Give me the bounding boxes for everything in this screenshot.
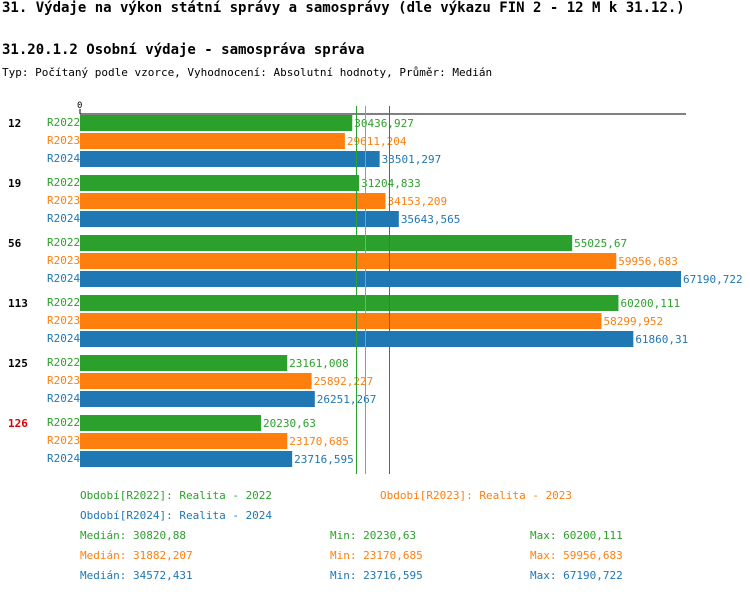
bar-value-label: 20230,63 [263, 417, 316, 430]
bar-value-label: 23161,008 [289, 357, 349, 370]
stat-median-r2023: Medián: 31882,207 [80, 549, 193, 562]
category-label: 126 [8, 417, 28, 430]
bar-value-label: 55025,67 [574, 237, 627, 250]
bar [80, 391, 315, 407]
series-label: R2022 [47, 416, 80, 429]
bar [80, 373, 312, 389]
stat-median-r2022: Medián: 30820,88 [80, 529, 186, 542]
bar [80, 433, 288, 449]
bar-value-label: 61860,31 [635, 333, 688, 346]
stat-max-r2023: Max: 59956,683 [530, 549, 623, 562]
stat-min-r2022: Min: 20230,63 [330, 529, 417, 542]
category-label: 19 [8, 177, 21, 190]
category-label: 56 [8, 237, 22, 250]
legend-period-r2022: Období[R2022]: Realita - 2022 [80, 489, 273, 502]
series-label: R2023 [47, 434, 80, 447]
stat-median-r2024: Medián: 34572,431 [80, 569, 193, 582]
bar [80, 193, 386, 209]
bar [80, 415, 261, 431]
legend-period-r2023: Období[R2023]: Realita - 2023 [380, 489, 573, 502]
bar [80, 115, 353, 131]
series-label: R2023 [47, 134, 80, 147]
chart-title: 31. Výdaje na výkon státní správy a samo… [2, 0, 685, 16]
stat-min-r2023: Min: 23170,685 [330, 549, 423, 562]
series-label: R2022 [47, 356, 80, 369]
bar-value-label: 35643,565 [401, 213, 461, 226]
bar [80, 253, 617, 269]
series-label: R2024 [47, 272, 80, 285]
x-axis-tick-label: 0 [77, 101, 82, 111]
bar-value-label: 29611,204 [347, 135, 407, 148]
series-label: R2024 [47, 212, 80, 225]
series-label: R2023 [47, 374, 80, 387]
stat-max-r2022: Max: 60200,111 [530, 529, 623, 542]
bar [80, 151, 380, 167]
bar-value-label: 59956,683 [618, 255, 678, 268]
series-label: R2024 [47, 332, 80, 345]
bar [80, 175, 360, 191]
series-label: R2022 [47, 176, 80, 189]
bar-value-label: 30436,927 [354, 117, 414, 130]
bar [80, 355, 288, 371]
chart-type-description: Typ: Počítaný podle vzorce, Vyhodnocení:… [2, 66, 493, 79]
stat-max-r2024: Max: 67190,722 [530, 569, 623, 582]
bar [80, 133, 345, 149]
bar-value-label: 58299,952 [603, 315, 663, 328]
series-label: R2023 [47, 314, 80, 327]
chart-subtitle: 31.20.1.2 Osobní výdaje - samospráva spr… [2, 42, 365, 58]
series-label: R2022 [47, 116, 80, 129]
bar-value-label: 26251,267 [317, 393, 377, 406]
bar-value-label: 23716,595 [294, 453, 354, 466]
series-label: R2022 [47, 296, 80, 309]
bar-value-label: 34153,209 [387, 195, 447, 208]
bar-value-label: 31204,833 [361, 177, 421, 190]
legend-period-r2024: Období[R2024]: Realita - 2024 [80, 509, 273, 522]
series-label: R2022 [47, 236, 80, 249]
category-label: 125 [8, 357, 28, 370]
series-label: R2023 [47, 194, 80, 207]
bar [80, 451, 293, 467]
bar [80, 295, 619, 311]
category-label: 12 [8, 117, 21, 130]
series-label: R2024 [47, 452, 80, 465]
bar-value-label: 67190,722 [683, 273, 743, 286]
series-label: R2024 [47, 152, 80, 165]
series-label: R2023 [47, 254, 80, 267]
bar [80, 235, 573, 251]
stat-min-r2024: Min: 23716,595 [330, 569, 423, 582]
bar-value-label: 60200,111 [620, 297, 680, 310]
bar-value-label: 33501,297 [382, 153, 442, 166]
bar-value-label: 23170,685 [289, 435, 349, 448]
category-label: 113 [8, 297, 28, 310]
bar [80, 271, 681, 287]
series-label: R2024 [47, 392, 80, 405]
bar [80, 313, 602, 329]
bar [80, 211, 399, 227]
bar-value-label: 25892,227 [314, 375, 374, 388]
